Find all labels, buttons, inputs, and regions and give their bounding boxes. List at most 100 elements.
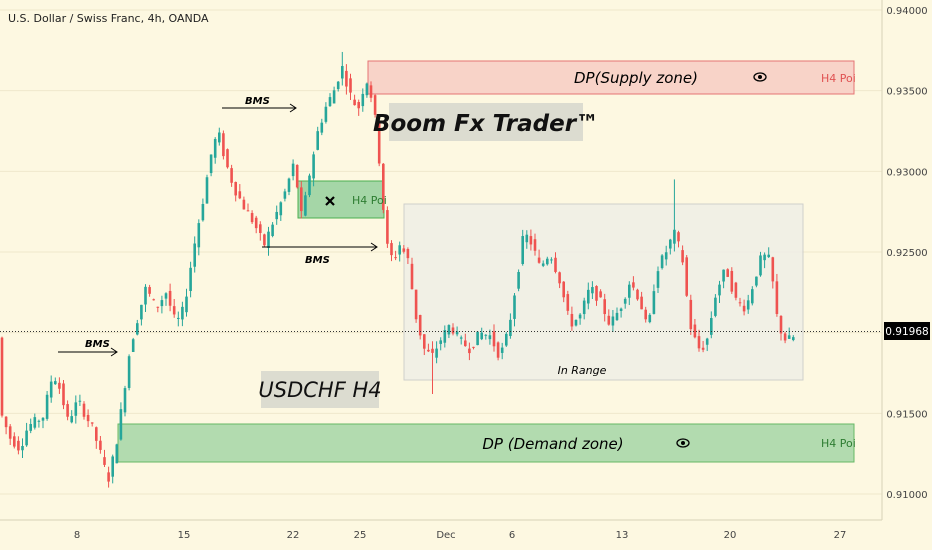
current-price-value: 0.91968 — [885, 326, 928, 338]
candle-body — [382, 163, 385, 210]
candle-body — [275, 211, 278, 220]
candle-body — [316, 131, 319, 150]
candle-body — [669, 239, 672, 249]
candle-body — [123, 388, 127, 413]
time-axis[interactable]: 8 15 22 25 Dec 6 13 20 27 — [74, 530, 847, 541]
candle-body — [156, 306, 160, 308]
symbol-title[interactable]: U.S. Dollar / Swiss Franc, 4h, OANDA — [8, 12, 209, 25]
candle-body — [13, 436, 16, 447]
candle-body — [177, 317, 180, 319]
time-tick-label: 6 — [509, 530, 515, 541]
candle-body — [33, 417, 37, 428]
candle-body — [603, 299, 606, 315]
supply-zone-box[interactable] — [367, 60, 855, 95]
candle-body — [648, 314, 652, 323]
candle-body — [324, 106, 328, 122]
candle-body — [164, 293, 168, 299]
candle-body — [730, 270, 734, 292]
candle-body — [611, 316, 615, 326]
candle-body — [513, 295, 516, 319]
candle-body — [336, 81, 340, 90]
candle-body — [439, 340, 442, 344]
candle-body — [17, 440, 20, 451]
price-axis[interactable]: 0.940000.935000.930000.925000.920000.915… — [886, 6, 927, 501]
candle-body — [205, 177, 209, 204]
candle-body — [619, 308, 623, 311]
candle-body — [484, 334, 488, 336]
bms-annotation-3: BMS — [262, 242, 378, 266]
candle-body — [447, 325, 451, 335]
candle-body — [140, 304, 143, 320]
candle-body — [148, 287, 151, 294]
candle-body — [230, 168, 233, 183]
candle-body — [103, 457, 106, 465]
time-tick-label: 25 — [354, 530, 367, 541]
candle-body — [488, 335, 492, 340]
candle-body — [218, 132, 221, 143]
candle-body — [172, 306, 176, 315]
demand-zone-box[interactable] — [117, 423, 855, 463]
candle-body — [312, 154, 315, 179]
candle-body — [787, 335, 791, 339]
range-box[interactable] — [403, 203, 804, 381]
candle-body — [291, 163, 295, 177]
time-tick-label: 8 — [74, 530, 80, 541]
svg-text:BMS: BMS — [305, 255, 330, 266]
candle-body — [693, 324, 697, 338]
candle-body — [689, 299, 693, 330]
candle-body — [390, 243, 393, 256]
candle-body — [582, 300, 586, 315]
bms-annotation-2: BMS — [222, 96, 297, 113]
candle-body — [111, 456, 114, 477]
candle-body — [738, 302, 742, 304]
range-label: In Range — [558, 364, 607, 377]
chart-title: USDCHF H4 — [258, 378, 381, 402]
candle-body — [779, 315, 783, 334]
candle-body — [213, 138, 217, 158]
candle-body — [566, 294, 570, 311]
candle-body — [189, 267, 192, 292]
candle-body — [181, 306, 184, 320]
candle-body — [468, 348, 471, 354]
candle-body — [554, 257, 557, 272]
candle-body — [365, 83, 369, 96]
candle-body — [492, 331, 496, 347]
candle-body — [726, 269, 729, 277]
candle-body — [353, 99, 356, 106]
candle-body — [263, 234, 266, 246]
candle-body — [636, 289, 639, 300]
eye-icon — [753, 72, 767, 82]
price-tick-label: 0.91000 — [886, 490, 927, 501]
price-tick-label: 0.93500 — [886, 87, 927, 98]
title-box — [261, 371, 379, 408]
candle-body — [427, 349, 430, 352]
candle-body — [751, 289, 754, 304]
candle-body — [308, 175, 311, 196]
time-tick-label: 22 — [287, 530, 300, 541]
candle-body — [168, 290, 172, 306]
candle-body — [718, 284, 721, 296]
time-tick-label: Dec — [436, 530, 455, 541]
candle-body — [480, 332, 483, 340]
candle-body — [86, 414, 90, 422]
candle-body — [783, 333, 787, 341]
price-tick-label: 0.93000 — [886, 167, 927, 178]
candle-body — [349, 78, 352, 93]
candle-body — [431, 348, 434, 353]
candle-body — [357, 102, 360, 109]
candle-body — [664, 252, 668, 260]
candle-body — [234, 182, 237, 196]
candle-body — [402, 248, 406, 252]
mid-poi-box[interactable] — [297, 180, 385, 219]
candle-body — [775, 281, 779, 314]
candle-body — [714, 297, 717, 316]
candle-body — [95, 427, 98, 441]
candle-body — [459, 337, 463, 339]
svg-text:BMS: BMS — [85, 339, 110, 350]
candle-body — [4, 416, 8, 428]
candle-body — [300, 187, 303, 212]
candle-body — [8, 426, 12, 439]
candle-body — [304, 195, 307, 216]
